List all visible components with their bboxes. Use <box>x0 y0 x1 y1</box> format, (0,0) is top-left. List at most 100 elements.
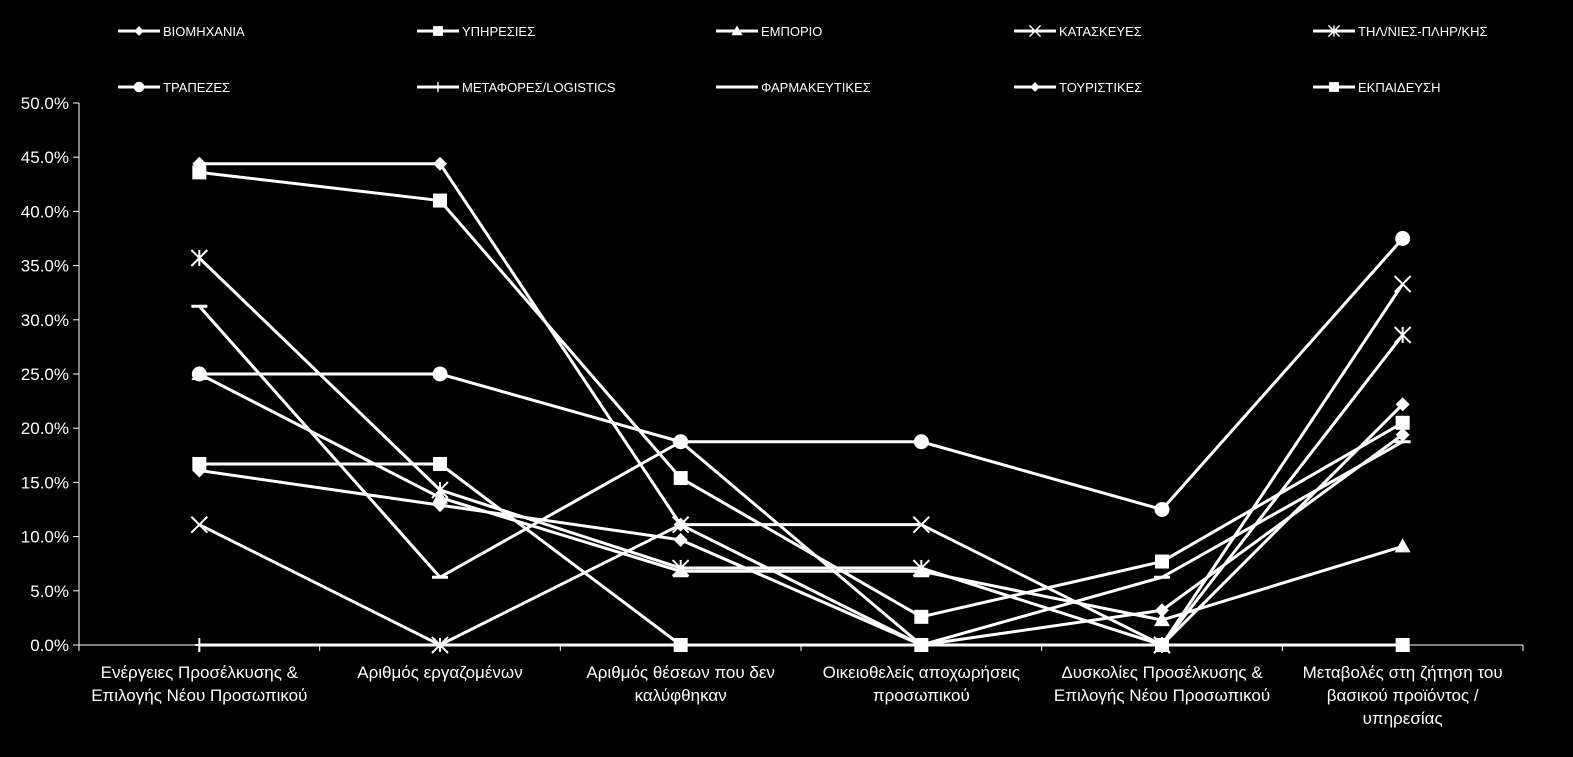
data-point <box>1393 326 1412 344</box>
series-line <box>199 433 1404 647</box>
data-point <box>671 515 690 534</box>
data-point <box>914 609 929 624</box>
series <box>192 156 1410 652</box>
y-tick-label: 40.0% <box>21 202 69 221</box>
legend-item: ΥΠΗΡΕΣΙΕΣ <box>417 24 535 39</box>
series <box>191 231 1411 517</box>
data-point <box>1154 502 1170 517</box>
x-category-label: Οικειοθελείς αποχωρήσεις προσωπικού <box>823 663 1020 705</box>
legend-marker <box>1327 24 1341 38</box>
y-tick-label: 0.0% <box>30 636 69 655</box>
series-group <box>190 156 1412 654</box>
y-tick-label: 5.0% <box>30 582 69 601</box>
data-point <box>914 638 929 652</box>
x-category-label: Δυσκολίες Προσέλκυσης & Επιλογής Νέου Προ… <box>1054 663 1270 705</box>
series <box>192 165 1410 624</box>
legend-marker <box>1030 82 1040 92</box>
x-category-label: Ενέργειες Προσέλκυσης & Επιλογής Νέου Προ… <box>91 663 307 705</box>
y-tick-label: 50.0% <box>21 94 69 113</box>
legend-label: ΒΙΟΜΗΧΑΝΙΑ <box>163 24 245 39</box>
legend: ΒΙΟΜΗΧΑΝΙΑ ΥΠΗΡΕΣΙΕΣ ΕΜΠΟΡΙΟ ΚΑΤΑΣΚΕΥΕΣ ΤΗΛ/… <box>118 24 1488 95</box>
data-point <box>1155 603 1169 618</box>
legend-label: ΜΕΤΑΦΟΡΕΣ/LOGISTICS <box>462 80 616 95</box>
series-line <box>199 170 1404 619</box>
legend-marker <box>731 25 743 36</box>
legend-item: ΜΕΤΑΦΟΡΕΣ/LOGISTICS <box>417 80 616 95</box>
legend-label: ΥΠΗΡΕΣΙΕΣ <box>462 24 535 39</box>
legend-label: ΤΡΑΠΕΖΕΣ <box>163 80 230 95</box>
data-point <box>673 638 688 652</box>
legend-item: ΕΚΠΑΙΔΕΥΣΗ <box>1313 80 1440 95</box>
legend-label: ΕΚΠΑΙΔΕΥΣΗ <box>1358 80 1440 95</box>
legend-marker <box>1329 82 1339 92</box>
data-point <box>433 498 447 513</box>
legend-item: ΕΜΠΟΡΙΟ <box>716 24 822 39</box>
series-line <box>198 256 1404 647</box>
data-point <box>192 165 207 180</box>
series <box>191 304 1411 647</box>
data-point <box>433 156 447 171</box>
data-point <box>433 193 447 208</box>
data-point <box>913 434 929 450</box>
data-point <box>192 456 207 471</box>
legend-marker <box>1028 24 1042 38</box>
x-category-label: Μεταβολές στη ζήτηση του βασικού προϊόντο… <box>1303 663 1503 728</box>
data-point <box>190 249 209 267</box>
legend-label: ΚΑΤΑΣΚΕΥΕΣ <box>1059 24 1142 39</box>
data-point <box>1155 554 1169 569</box>
data-point <box>432 366 448 382</box>
y-tick-label: 30.0% <box>21 311 69 330</box>
legend-item: ΚΑΤΑΣΚΕΥΕΣ <box>1014 24 1142 39</box>
legend-item: ΦΑΡΜΑΚΕΥΤΙΚΕΣ <box>716 80 871 95</box>
legend-label: ΤΗΛ/ΝΙΕΣ-ΠΛΗΡ/ΚΗΣ <box>1358 24 1488 39</box>
data-point <box>1394 538 1411 553</box>
axes: 0.0% 5.0% 10.0% 15.0% 20.0% 25.0% 30.0% 35.0% 40… <box>21 94 1524 728</box>
data-point <box>673 471 688 486</box>
x-category-label: Αριθμός θέσεων που δεν καλύφθηκαν <box>586 663 775 705</box>
y-tick-label: 20.0% <box>21 419 69 438</box>
series <box>192 456 1410 652</box>
data-point <box>671 559 690 577</box>
data-point <box>1393 275 1412 293</box>
data-point <box>436 638 444 652</box>
series-line <box>198 372 1404 622</box>
y-tick-label: 25.0% <box>21 365 69 384</box>
legend-item: ΤΟΥΡΙΣΤΙΚΕΣ <box>1014 80 1142 95</box>
data-point <box>190 515 209 534</box>
y-tick-label: 45.0% <box>21 148 69 167</box>
y-tick-label: 15.0% <box>21 473 69 492</box>
legend-label: ΤΟΥΡΙΣΤΙΚΕΣ <box>1059 80 1142 95</box>
data-point <box>1395 415 1410 430</box>
legend-label: ΕΜΠΟΡΙΟ <box>761 24 822 39</box>
data-point <box>431 481 449 499</box>
series-line <box>198 283 1404 647</box>
legend-item: ΒΙΟΜΗΧΑΝΙΑ <box>118 24 245 39</box>
data-point <box>1395 397 1410 412</box>
series <box>192 427 1410 652</box>
legend-marker <box>433 26 443 36</box>
legend-marker <box>435 82 441 92</box>
data-point <box>912 559 931 577</box>
legend-item: ΤΗΛ/ΝΙΕΣ-ΠΛΗΡ/ΚΗΣ <box>1313 24 1488 39</box>
series-line <box>198 305 1404 647</box>
x-category-label: Αριθμός εργαζομένων <box>357 663 522 682</box>
data-point <box>433 456 447 471</box>
data-point <box>1395 427 1410 442</box>
legend-item: ΤΡΑΠΕΖΕΣ <box>118 80 230 95</box>
data-point <box>191 366 207 382</box>
data-point <box>912 515 931 534</box>
y-tick-label: 10.0% <box>21 528 69 547</box>
series-line <box>199 462 1403 647</box>
series-line <box>199 237 1404 511</box>
data-point <box>195 638 204 652</box>
data-point <box>1155 638 1169 652</box>
legend-marker <box>133 81 145 93</box>
legend-marker <box>134 26 144 36</box>
y-tick-label: 35.0% <box>21 257 69 276</box>
legend-label: ΦΑΡΜΑΚΕΥΤΙΚΕΣ <box>761 80 871 95</box>
data-point <box>1395 231 1411 246</box>
data-point <box>1154 612 1170 627</box>
data-point <box>673 532 688 547</box>
data-point <box>1395 638 1410 652</box>
